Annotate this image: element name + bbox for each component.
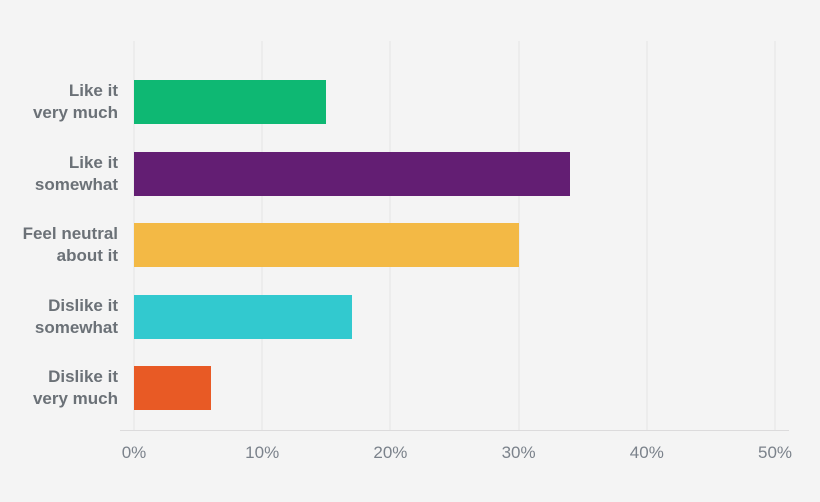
category-label-like-it-somewhat: Like it somewhat xyxy=(0,152,118,196)
gridline-30% xyxy=(518,41,520,430)
category-label-like-it-very-much: Like it very much xyxy=(0,80,118,124)
category-label-line: about it xyxy=(56,246,118,266)
category-label-feel-neutral-about-it: Feel neutral about it xyxy=(0,223,118,267)
x-tick-label-20%: 20% xyxy=(373,443,408,462)
x-axis-tick-labels: 0% 10% 20% 30% 40% 50% xyxy=(122,430,792,470)
category-label-line: Dislike it xyxy=(48,367,118,387)
x-tick-label-30%: 30% xyxy=(501,443,536,462)
plot-area xyxy=(133,41,776,430)
category-label-dislike-it-very-much: Dislike it very much xyxy=(0,366,118,410)
bar-dislike-it-somewhat[interactable] xyxy=(134,294,352,339)
y-axis-category-labels: Like it very much Like it somewhat Feel neut… xyxy=(0,41,118,430)
gridline-50% xyxy=(774,41,776,430)
category-label-line: somewhat xyxy=(34,174,118,194)
category-label-line: somewhat xyxy=(34,317,118,337)
category-label-line: Dislike it xyxy=(48,295,118,315)
category-label-line: very much xyxy=(32,389,118,409)
category-label-line: Like it xyxy=(68,81,118,100)
bar-like-it-somewhat[interactable] xyxy=(134,151,570,196)
x-axis-line xyxy=(120,430,789,431)
category-label-line: very much xyxy=(32,103,118,122)
gridline-40% xyxy=(646,41,648,430)
x-tick-label-50%: 50% xyxy=(757,443,793,462)
bar-like-it-very-much[interactable] xyxy=(134,80,327,124)
bar-feel-neutral-about-it[interactable] xyxy=(134,223,519,268)
x-tick-label-0%: 0% xyxy=(121,443,147,462)
x-tick-label-10%: 10% xyxy=(245,443,280,462)
x-tick-label-40%: 40% xyxy=(629,443,664,462)
category-label-dislike-it-somewhat: Dislike it somewhat xyxy=(0,295,118,339)
category-label-line: Like it xyxy=(68,152,118,172)
bar-dislike-it-very-much[interactable] xyxy=(134,366,211,411)
category-label-line: Feel neutral xyxy=(22,224,118,244)
